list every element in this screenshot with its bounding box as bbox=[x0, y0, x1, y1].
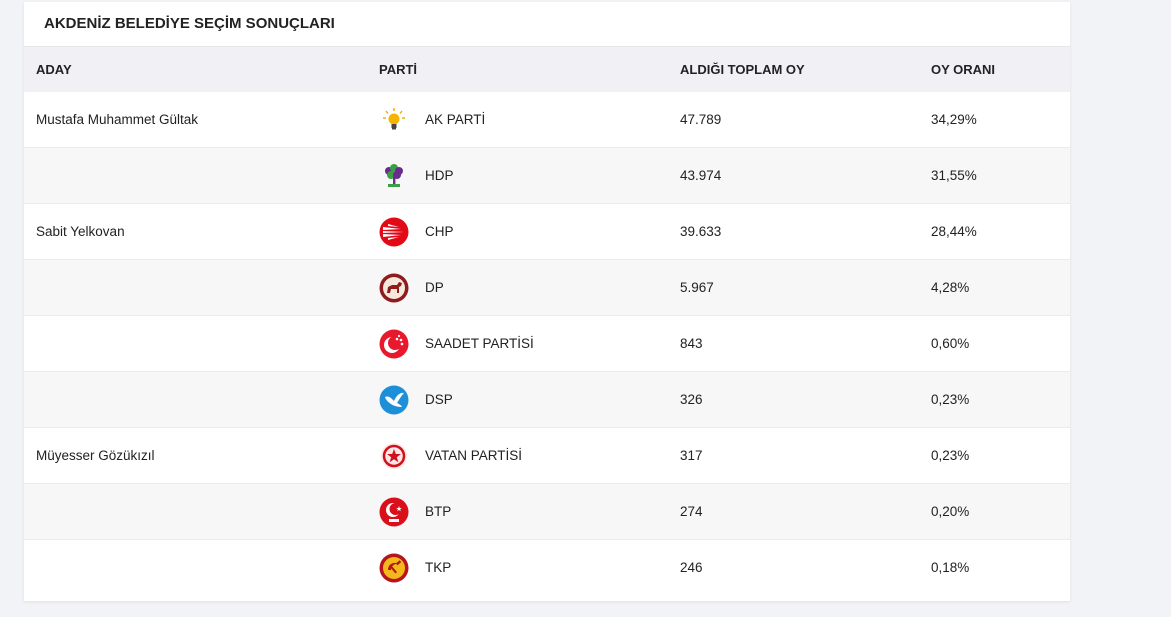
vote-count: 274 bbox=[680, 504, 703, 519]
party-cell: SAADET PARTİSİ bbox=[379, 329, 534, 359]
vote-count: 326 bbox=[680, 392, 703, 407]
table-row: Mustafa Muhammet Gültak AK PARTİ bbox=[24, 92, 1070, 148]
party-name: VATAN PARTİSİ bbox=[425, 448, 523, 463]
header-toplam-oy: ALDIĞI TOPLAM OY bbox=[680, 62, 805, 77]
saadet-crescent-icon bbox=[379, 329, 409, 359]
table-row: Sabit Yelkovan CHP 39.633 28,44% bbox=[24, 204, 1070, 260]
chp-arrows-icon bbox=[379, 217, 409, 247]
table-row: TKP 246 0,18% bbox=[24, 540, 1070, 595]
vote-count: 43.974 bbox=[680, 168, 722, 183]
vote-count: 39.633 bbox=[680, 224, 722, 239]
party-cell: BTP bbox=[379, 497, 451, 527]
vote-ratio: 28,44% bbox=[931, 224, 977, 239]
party-name: CHP bbox=[425, 224, 454, 239]
akp-bulb-icon bbox=[379, 105, 409, 135]
party-name: DP bbox=[425, 280, 444, 295]
vote-ratio: 4,28% bbox=[931, 280, 970, 295]
table-row: HDP 43.974 31,55% bbox=[24, 148, 1070, 204]
results-card: AKDENİZ BELEDİYE SEÇİM SONUÇLARI ADAY PA… bbox=[24, 2, 1070, 601]
table-header: ADAY PARTİ ALDIĞI TOPLAM OY OY ORANI bbox=[24, 47, 1070, 92]
party-name: TKP bbox=[425, 560, 452, 575]
table-row: DSP 326 0,23% bbox=[24, 372, 1070, 428]
vote-count: 5.967 bbox=[680, 280, 714, 295]
vote-ratio: 0,60% bbox=[931, 336, 970, 351]
party-cell: TKP bbox=[379, 553, 451, 583]
party-name: BTP bbox=[425, 504, 452, 519]
party-cell: DSP bbox=[379, 385, 453, 415]
vote-count: 317 bbox=[680, 448, 703, 463]
vote-count: 246 bbox=[680, 560, 703, 575]
header-oy-orani: OY ORANI bbox=[931, 62, 996, 77]
vote-ratio: 34,29% bbox=[931, 112, 977, 127]
table-row: SAADET PARTİSİ 843 0,60% bbox=[24, 316, 1070, 372]
vote-ratio: 0,20% bbox=[931, 504, 970, 519]
party-cell: AK PARTİ bbox=[379, 105, 485, 135]
vote-ratio: 0,23% bbox=[931, 392, 970, 407]
header-aday: ADAY bbox=[36, 62, 72, 77]
dp-horse-icon bbox=[379, 273, 409, 303]
party-name: DSP bbox=[425, 392, 453, 407]
table-row: Müyesser Gözükızıl VATAN PARTİSİ 317 0,2… bbox=[24, 428, 1070, 484]
party-name: HDP bbox=[425, 168, 454, 183]
tkp-hammer-sickle-icon bbox=[379, 553, 409, 583]
page-title: AKDENİZ BELEDİYE SEÇİM SONUÇLARI bbox=[24, 2, 1070, 47]
party-cell: CHP bbox=[379, 217, 454, 247]
btp-crescent-icon bbox=[379, 497, 409, 527]
vote-ratio: 31,55% bbox=[931, 168, 977, 183]
party-name: SAADET PARTİSİ bbox=[425, 336, 534, 351]
party-cell: HDP bbox=[379, 161, 454, 191]
dsp-dove-icon bbox=[379, 385, 409, 415]
table-row: BTP 274 0,20% bbox=[24, 484, 1070, 540]
vatan-star-icon bbox=[379, 441, 409, 471]
party-name: AK PARTİ bbox=[425, 112, 486, 127]
vote-count: 47.789 bbox=[680, 112, 722, 127]
candidate-name: Mustafa Muhammet Gültak bbox=[36, 112, 199, 127]
candidate-name: Müyesser Gözükızıl bbox=[36, 448, 155, 463]
vote-ratio: 0,23% bbox=[931, 448, 970, 463]
party-cell: DP bbox=[379, 273, 444, 303]
party-cell: VATAN PARTİSİ bbox=[379, 441, 522, 471]
vote-ratio: 0,18% bbox=[931, 560, 970, 575]
vote-count: 843 bbox=[680, 336, 703, 351]
hdp-tree-icon bbox=[379, 161, 409, 191]
table-row: DP 5.967 4,28% bbox=[24, 260, 1070, 316]
candidate-name: Sabit Yelkovan bbox=[36, 224, 125, 239]
header-parti: PARTİ bbox=[379, 62, 418, 77]
